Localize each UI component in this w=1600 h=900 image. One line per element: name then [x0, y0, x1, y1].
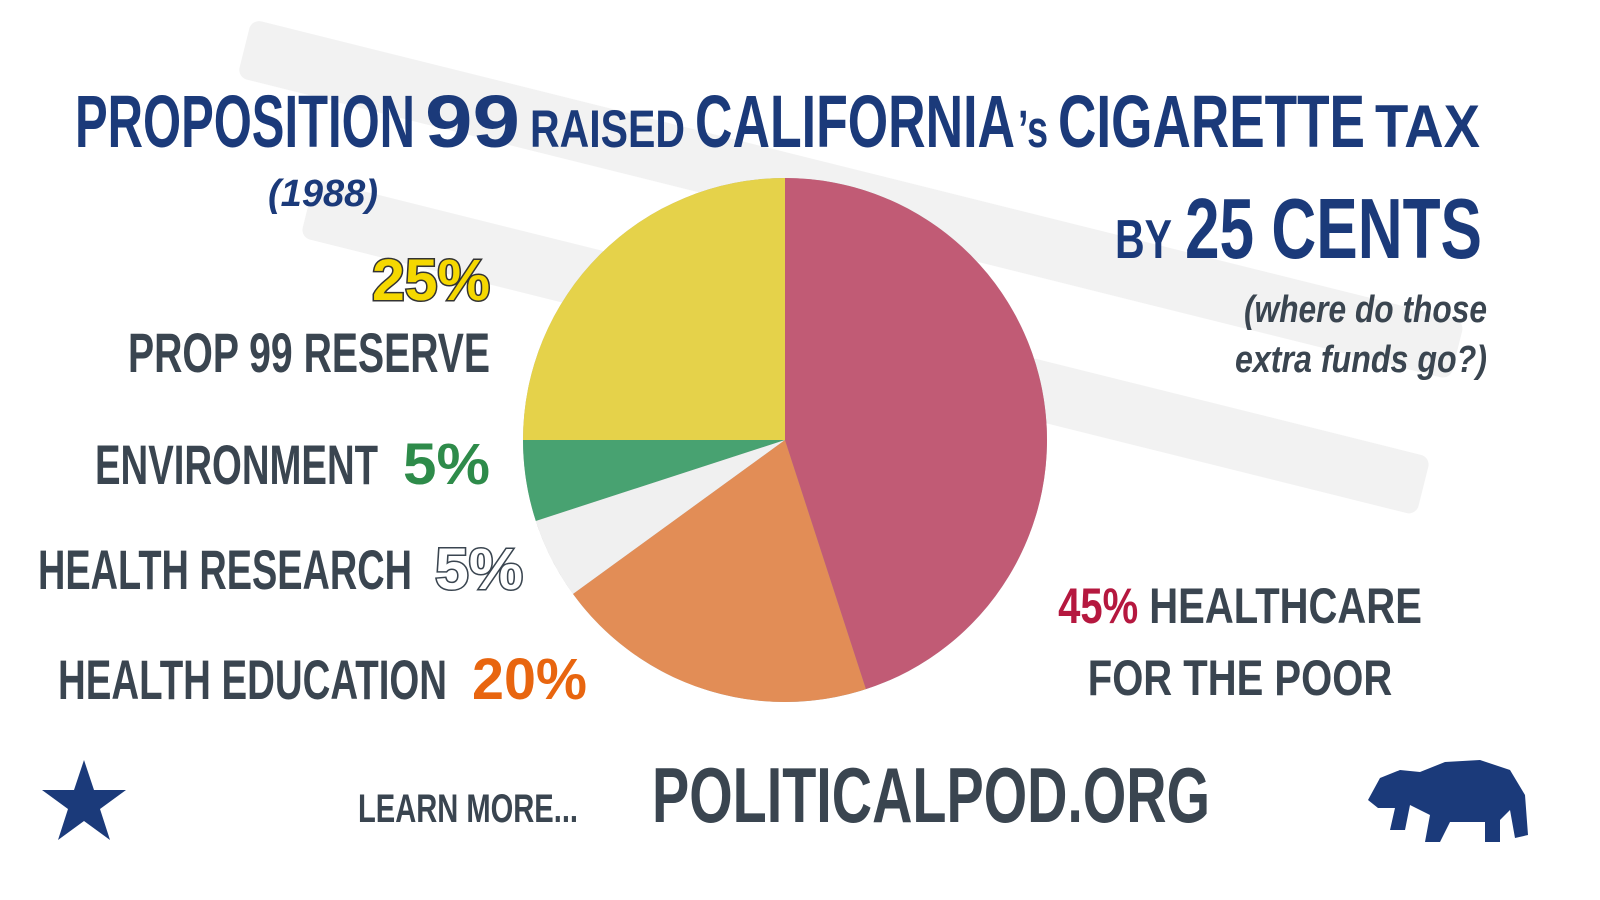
subtitle: (where do those: [1244, 289, 1487, 331]
title-part: PROPOSITION: [75, 80, 415, 163]
title-part: BY: [1115, 208, 1172, 270]
value-label: 20%: [472, 647, 587, 712]
bear-icon: [1368, 760, 1528, 842]
pie-slice: [523, 178, 785, 440]
value-label: 5%: [435, 537, 523, 602]
footer-site[interactable]: POLITICALPOD.ORG: [652, 751, 1210, 839]
value-label: 5%: [403, 432, 490, 497]
pie-slice: [785, 177, 1048, 690]
pie-slice: [523, 440, 785, 521]
subtitle: extra funds go?): [1235, 339, 1487, 381]
category-label: HEALTH EDUCATION: [58, 648, 447, 711]
pie: [523, 177, 1048, 703]
year-note: (1988): [268, 173, 378, 215]
title-part: RAISED: [530, 100, 685, 159]
category-label: HEALTH RESEARCH: [38, 538, 412, 601]
category-label: HEALTHCARE FOR THE POOR: [1087, 578, 1422, 706]
title-part: 99: [425, 80, 520, 163]
category-label: ENVIRONMENT: [95, 433, 378, 496]
star-icon: [42, 760, 126, 840]
title-part: CALIFORNIA: [695, 80, 1015, 163]
value-label: 25%: [372, 248, 490, 313]
footer-prompt: LEARN MORE...: [358, 787, 578, 831]
value-label: 45%: [1058, 578, 1139, 634]
pie-slice: [573, 440, 866, 703]
slice-label: 45% HEALTHCARE FOR THE POOR: [1032, 570, 1448, 714]
title-part: TAX: [1375, 93, 1480, 160]
title-part: 25 CENTS: [1185, 182, 1482, 277]
pie-slice: [535, 440, 785, 594]
title-part: ’s: [1018, 100, 1048, 159]
category-label: PROP 99 RESERVE: [128, 321, 490, 384]
title-part: CIGARETTE: [1058, 80, 1365, 163]
